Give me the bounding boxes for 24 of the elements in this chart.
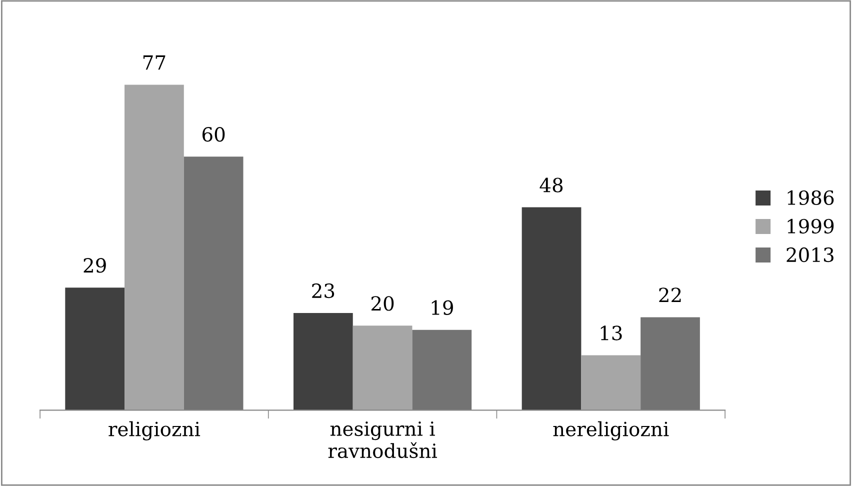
bar <box>184 156 244 410</box>
bar <box>522 207 582 410</box>
legend-label: 1986 <box>788 190 834 206</box>
x-tick-label: nesigurni i ravnodušni <box>328 421 437 458</box>
data-label: 22 <box>659 288 681 302</box>
data-label: 13 <box>600 326 622 340</box>
data-label: 19 <box>432 300 453 315</box>
bar <box>65 288 125 410</box>
bar <box>352 326 412 410</box>
data-label: 23 <box>312 283 334 298</box>
bar <box>293 312 353 410</box>
bar <box>640 317 700 410</box>
legend-label: 2013 <box>786 247 834 262</box>
data-label: 60 <box>202 127 225 142</box>
legend-label: 1999 <box>788 218 834 234</box>
bar <box>581 355 641 410</box>
data-label: 77 <box>143 55 166 70</box>
data-label: 48 <box>540 178 563 192</box>
data-label: 29 <box>84 258 106 273</box>
bar <box>124 84 184 410</box>
x-tick-label: religiozni <box>108 421 200 440</box>
x-tick-label: nereligiozni <box>553 421 669 440</box>
data-label: 20 <box>371 296 394 311</box>
bar <box>412 330 472 410</box>
